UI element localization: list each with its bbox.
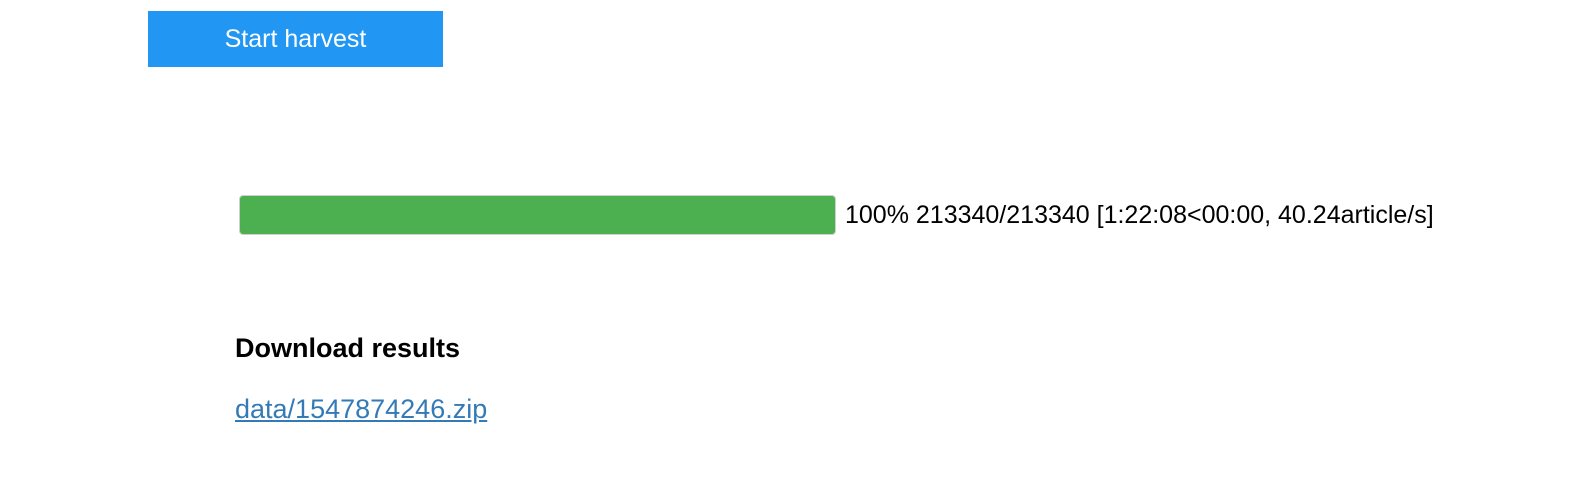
- start-harvest-button[interactable]: Start harvest: [148, 11, 443, 67]
- progress-bar: [239, 195, 836, 235]
- download-results-heading: Download results: [235, 333, 461, 363]
- download-zip-link[interactable]: data/1547874246.zip: [235, 394, 488, 424]
- progress-status-text: 100% 213340/213340 [1:22:08<00:00, 40.24…: [845, 200, 1434, 229]
- progress-bar-fill: [240, 196, 835, 234]
- progress-row: 100% 213340/213340 [1:22:08<00:00, 40.24…: [239, 195, 1434, 235]
